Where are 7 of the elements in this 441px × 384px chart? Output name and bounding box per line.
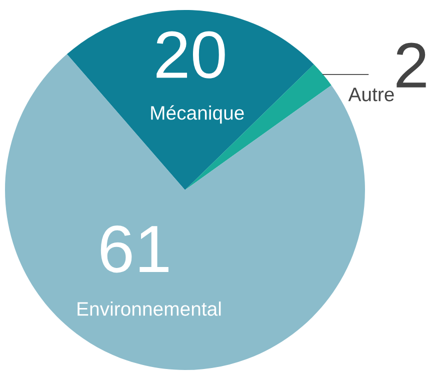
data-label: 2: [396, 42, 426, 88]
slice-label: Environnemental: [78, 302, 221, 316]
data-label: 20: [156, 31, 225, 78]
data-label: 61: [100, 225, 168, 273]
slice-label: Autre: [348, 88, 394, 102]
slice-label: Mécanique: [151, 105, 244, 124]
pie-slice: [66, 10, 314, 190]
